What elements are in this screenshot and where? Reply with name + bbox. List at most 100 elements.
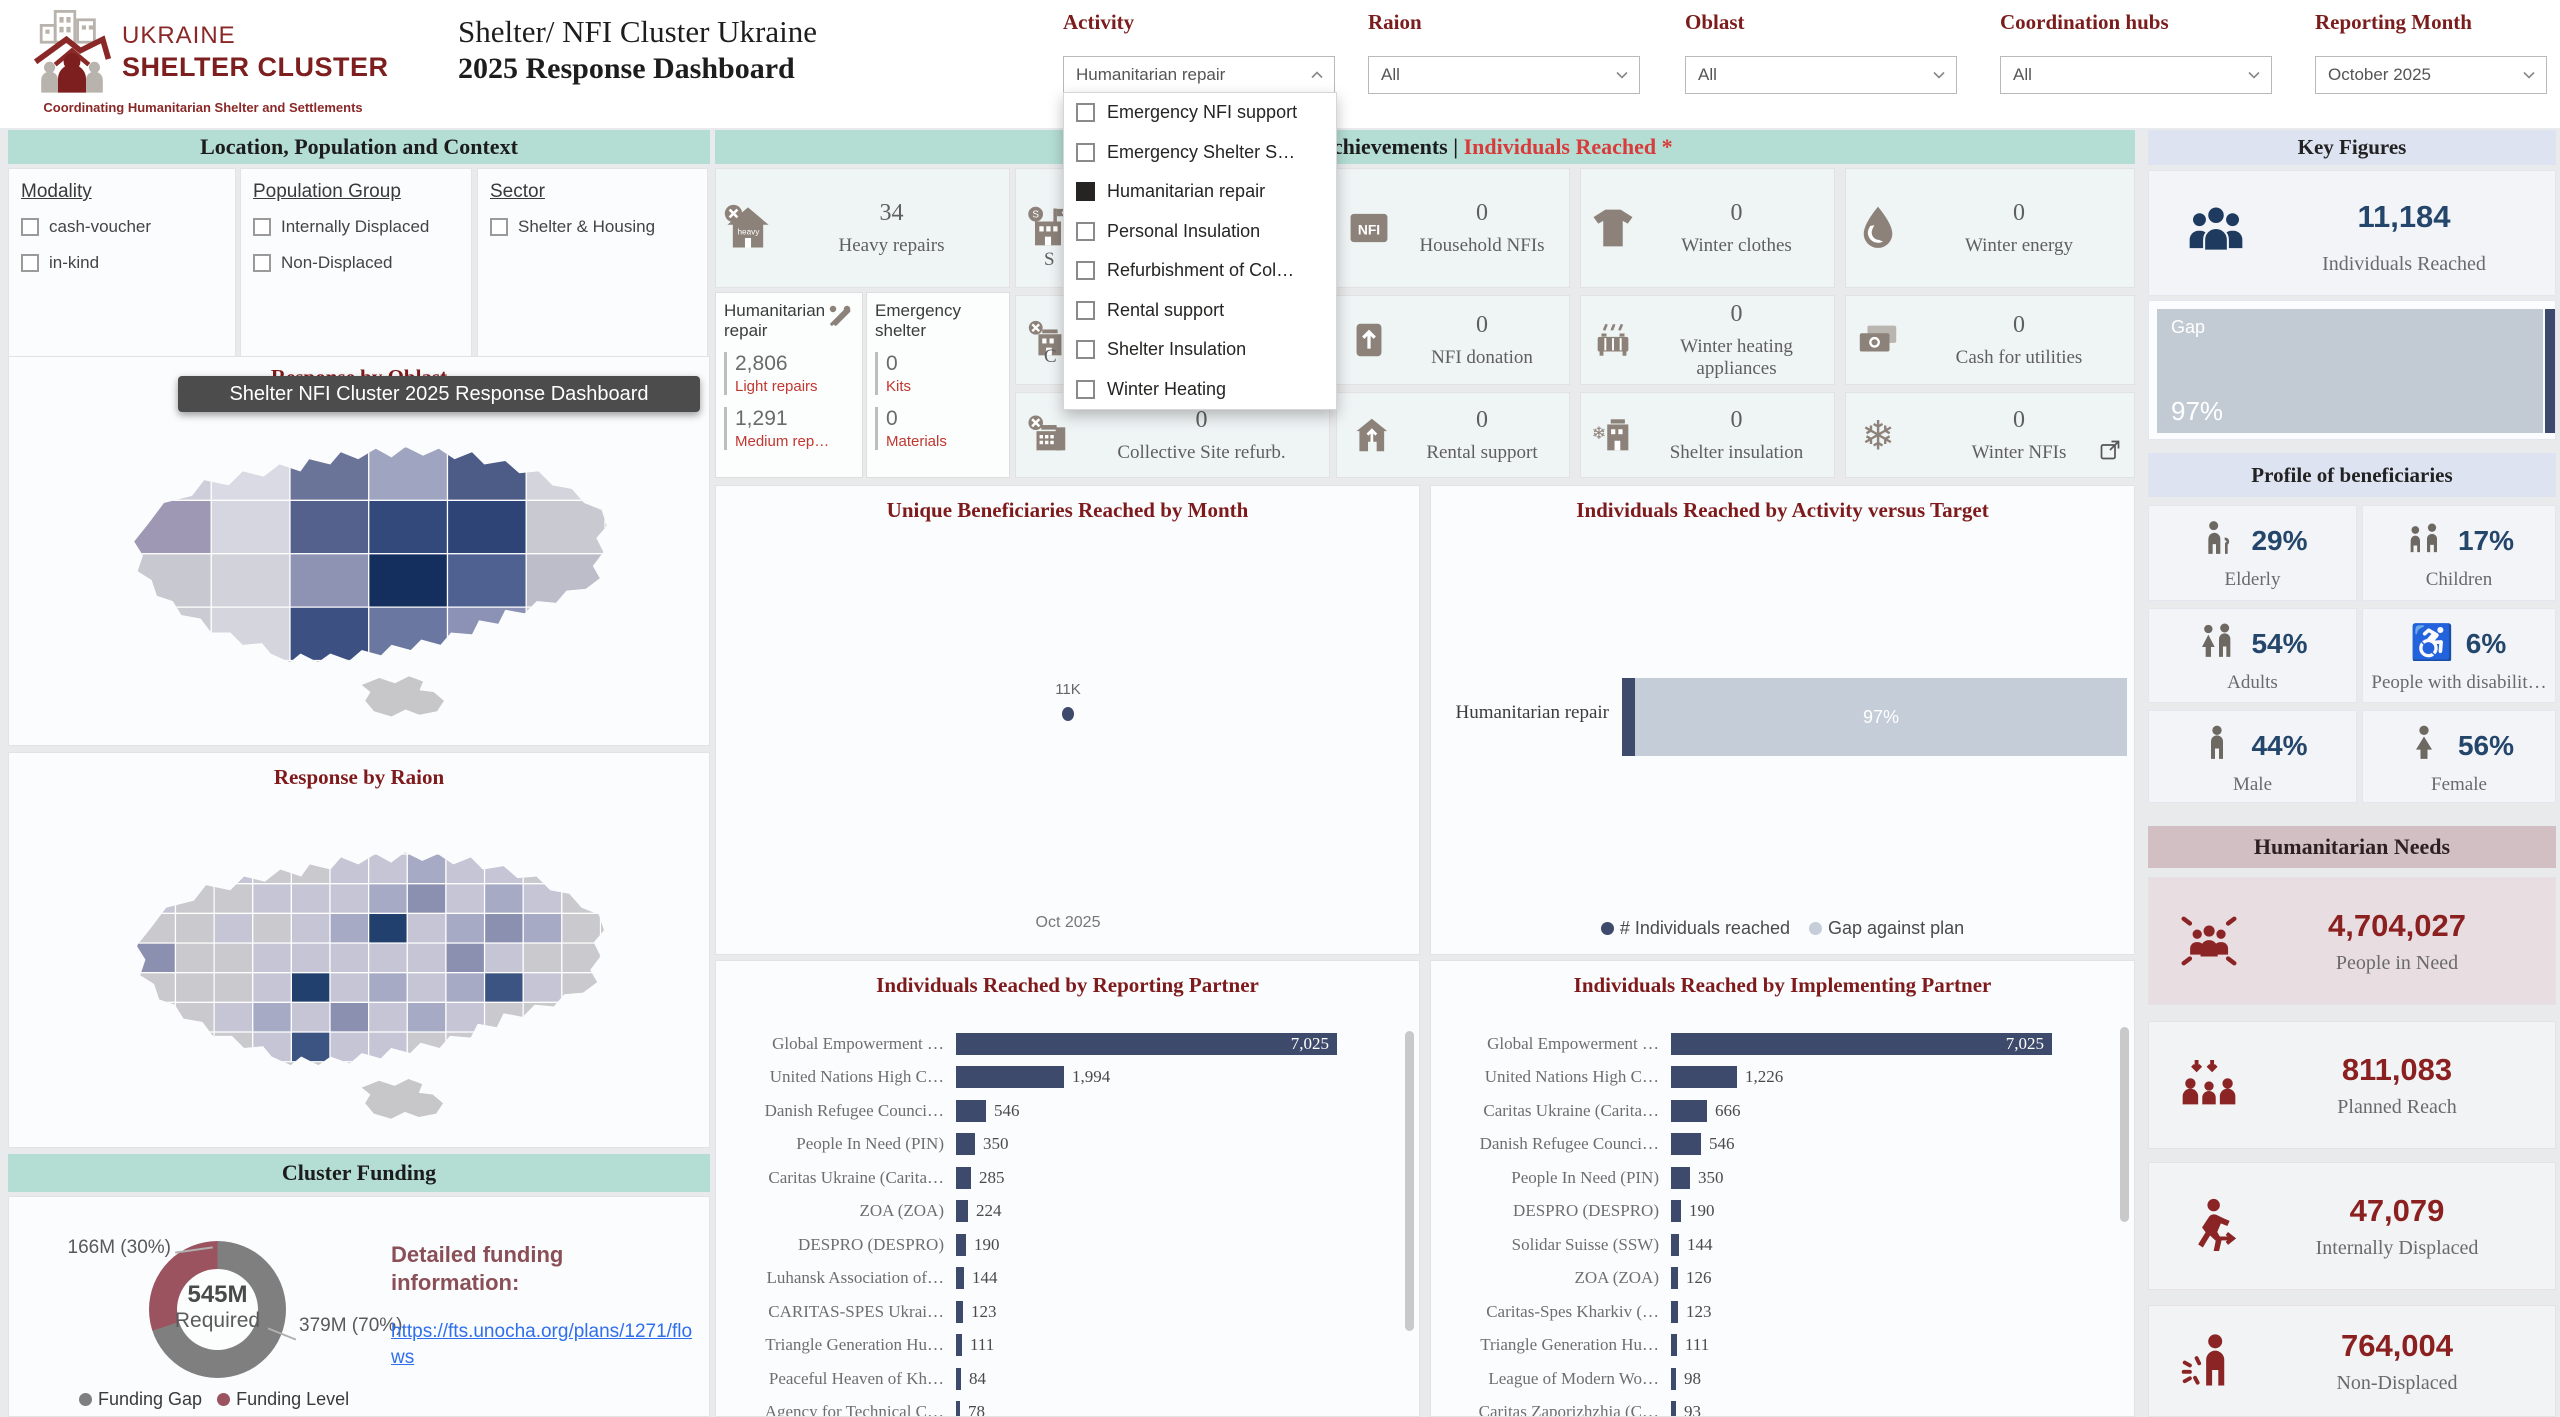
dropdown-item-shelter-insulation[interactable]: Shelter Insulation xyxy=(1064,330,1336,370)
person-burst-icon xyxy=(2149,1330,2269,1392)
monthly-data-point[interactable] xyxy=(1062,707,1074,721)
funding-fts-link[interactable]: https://fts.unocha.org/plans/1271/flows xyxy=(391,1321,693,1368)
gap-bar-segment[interactable]: 97% xyxy=(1635,678,2127,756)
partner-bar-row: Danish Refugee Counci… 546 xyxy=(1431,1128,2134,1161)
unchecked-checkbox-icon[interactable] xyxy=(21,254,39,272)
partner-bar-row: Caritas Ukraine (Carita… 666 xyxy=(1431,1094,2134,1127)
unchecked-checkbox-icon[interactable] xyxy=(253,218,271,236)
option-internally-displaced[interactable]: Internally Displaced xyxy=(253,217,459,237)
oblast-choropleth-map[interactable] xyxy=(54,391,666,741)
partner-bar[interactable] xyxy=(1671,1334,1677,1356)
option-non-displaced[interactable]: Non-Displaced xyxy=(253,253,459,273)
unchecked-checkbox-icon[interactable] xyxy=(490,218,508,236)
partner-bar[interactable] xyxy=(1671,1233,1679,1256)
partner-bar[interactable] xyxy=(1671,1267,1678,1289)
dropdown-item-personal-insulation[interactable]: Personal Insulation xyxy=(1064,212,1336,252)
partner-bar[interactable] xyxy=(956,1066,1064,1088)
kpi-tile-household-nfis: NFI 0 Household NFIs xyxy=(1336,168,1570,288)
filter-select-oblast[interactable]: All xyxy=(1685,56,1957,94)
unchecked-checkbox-icon[interactable] xyxy=(1076,261,1095,281)
filter-select-activity[interactable]: Humanitarian repair xyxy=(1063,56,1335,94)
logo-text-ukraine: UKRAINE xyxy=(122,22,236,49)
gap-treemap-box[interactable]: Gap 97% xyxy=(2157,309,2543,433)
partner-bar[interactable] xyxy=(956,1267,964,1289)
partner-bar-row: Caritas-Spes Kharkiv (… 123 xyxy=(1431,1295,2134,1328)
dropdown-item-winter-heating[interactable]: Winter Heating xyxy=(1064,370,1336,410)
partner-bar[interactable] xyxy=(1671,1133,1701,1155)
partner-bar[interactable] xyxy=(956,1099,986,1122)
kits-label: Kits xyxy=(886,378,912,396)
partner-bar[interactable] xyxy=(956,1200,968,1222)
medium-repairs-value: 1,291 xyxy=(735,407,788,431)
partner-bar-row: DESPRO (DESPRO) 190 xyxy=(716,1228,1419,1261)
partner-name: League of Modern Wo… xyxy=(1488,1368,1659,1388)
implementing-partner-scrollbar[interactable] xyxy=(2120,1027,2129,1222)
monthly-chart-card: Unique Beneficiaries Reached by Month 11… xyxy=(715,485,1420,955)
funding-card: 545M Required 166M (30%) 379M (70%) Deta… xyxy=(8,1196,710,1417)
dropdown-item-label: Shelter Insulation xyxy=(1107,339,1247,360)
option-label: Shelter & Housing xyxy=(518,217,656,236)
unchecked-checkbox-icon[interactable] xyxy=(1076,221,1095,241)
profile-label: Female xyxy=(2431,774,2487,795)
partner-bar[interactable] xyxy=(1671,1367,1676,1390)
unchecked-checkbox-icon[interactable] xyxy=(253,254,271,272)
filter-select-raion[interactable]: All xyxy=(1368,56,1640,94)
unchecked-checkbox-icon[interactable] xyxy=(1076,300,1095,320)
partner-bar[interactable] xyxy=(956,1401,960,1416)
focus-mode-icon[interactable] xyxy=(2098,438,2122,467)
partner-bar-row: League of Modern Wo… 98 xyxy=(1431,1362,2134,1395)
partner-bar[interactable] xyxy=(1671,1401,1676,1416)
kpi-tile-winter-energy: 0 Winter energy xyxy=(1845,168,2135,288)
funding-donut-chart[interactable] xyxy=(149,1241,286,1378)
unchecked-checkbox-icon[interactable] xyxy=(1076,103,1095,123)
partner-bar[interactable] xyxy=(1671,1166,1690,1189)
partner-bar[interactable] xyxy=(1671,1300,1678,1323)
reached-bar-segment[interactable] xyxy=(1622,678,1635,756)
partner-bar[interactable] xyxy=(956,1300,963,1323)
partner-bar[interactable]: 7,025 xyxy=(1671,1032,2052,1055)
funding-info-title: Detailed funding information: xyxy=(391,1242,564,1295)
partner-name: Global Empowerment … xyxy=(1487,1033,1659,1053)
raion-map-card: Response by Raion xyxy=(8,752,710,1148)
partner-bar[interactable] xyxy=(956,1233,966,1256)
partner-bar[interactable] xyxy=(1671,1200,1681,1222)
reporting-partner-scrollbar[interactable] xyxy=(1405,1031,1414,1331)
partner-bar[interactable] xyxy=(956,1133,975,1155)
option-cash-voucher[interactable]: cash-voucher xyxy=(21,217,223,237)
unchecked-checkbox-icon[interactable] xyxy=(21,218,39,236)
kpi-tile-winter-nfis: ❄ 0 Winter NFIs xyxy=(1845,392,2135,478)
filter-select-reporting-month[interactable]: October 2025 xyxy=(2315,56,2547,94)
partner-bar[interactable] xyxy=(956,1334,962,1356)
unchecked-checkbox-icon[interactable] xyxy=(1076,142,1095,162)
option-in-kind[interactable]: in-kind xyxy=(21,253,223,273)
dropdown-item-rental-support[interactable]: Rental support xyxy=(1064,291,1336,331)
adults-icon xyxy=(2197,621,2237,666)
dropdown-item-humanitarian-repair[interactable]: Humanitarian repair xyxy=(1064,172,1336,212)
kpi-tile-winter-clothes: 0 Winter clothes xyxy=(1580,168,1835,288)
gap-reached-strip xyxy=(2545,309,2555,433)
gap-legend-label: Gap against plan xyxy=(1828,918,1965,938)
unchecked-checkbox-icon[interactable] xyxy=(1076,379,1095,399)
raion-choropleth-map[interactable] xyxy=(54,797,666,1143)
bar-value: 1,226 xyxy=(1745,1067,1784,1086)
unchecked-checkbox-icon[interactable] xyxy=(1076,340,1095,360)
filter-select-coordination-hubs[interactable]: All xyxy=(2000,56,2272,94)
kpi-label: Winter NFIs xyxy=(1971,441,2067,463)
drop-icon xyxy=(1846,202,1910,254)
dropdown-item-refurbishment-of-col-[interactable]: Refurbishment of Col… xyxy=(1064,251,1336,291)
partner-name: ZOA (ZOA) xyxy=(859,1201,944,1220)
checked-checkbox-icon[interactable] xyxy=(1076,182,1095,202)
partner-bar[interactable] xyxy=(1671,1099,1707,1122)
partner-bar[interactable] xyxy=(1671,1066,1737,1088)
emergency-shelter-subcard: Emergency shelter 0 Kits 0 Materials xyxy=(866,292,1010,478)
dropdown-item-emergency-shelter-s-[interactable]: Emergency Shelter S… xyxy=(1064,133,1336,173)
partner-bar[interactable] xyxy=(956,1166,971,1189)
needs-label: Internally Displaced xyxy=(2315,1236,2479,1259)
dropdown-item-emergency-nfi-support[interactable]: Emergency NFI support xyxy=(1064,93,1336,133)
partner-bar[interactable]: 7,025 xyxy=(956,1032,1337,1055)
building-s-icon: S xyxy=(1016,202,1080,254)
gap-legend-dot xyxy=(1809,922,1823,935)
bar-value: 350 xyxy=(983,1134,1009,1153)
partner-bar[interactable] xyxy=(956,1367,961,1390)
option-shelter-housing[interactable]: Shelter & Housing xyxy=(490,217,695,237)
